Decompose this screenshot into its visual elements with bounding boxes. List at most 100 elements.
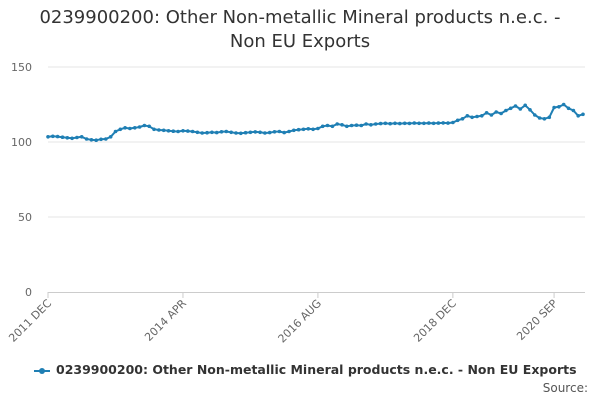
data-point[interactable] [441,121,446,125]
data-point[interactable] [210,130,214,135]
data-point[interactable] [65,136,70,140]
data-point[interactable] [224,129,229,134]
data-point[interactable] [335,122,340,126]
data-point[interactable] [258,130,262,135]
data-point[interactable] [542,117,547,121]
data-point[interactable] [407,121,412,126]
data-point[interactable] [508,106,513,111]
data-point[interactable] [320,124,325,129]
data-point[interactable] [417,121,421,126]
data-point[interactable] [84,137,89,141]
data-point[interactable] [55,134,60,139]
data-point[interactable] [142,123,147,128]
data-point[interactable] [214,130,219,135]
data-point[interactable] [113,129,118,134]
data-point[interactable] [99,137,103,142]
data-point[interactable] [79,135,84,139]
data-point[interactable] [547,115,552,120]
data-point[interactable] [133,126,137,130]
data-point[interactable] [513,104,518,108]
data-point[interactable] [455,118,460,123]
data-point[interactable] [465,114,470,118]
data-point[interactable] [330,124,335,129]
data-point[interactable] [369,123,373,127]
data-point[interactable] [325,123,330,128]
data-point[interactable] [301,127,306,132]
data-point[interactable] [229,130,233,135]
data-point[interactable] [176,129,180,134]
data-point[interactable] [581,112,585,117]
data-point[interactable] [373,122,378,126]
data-point[interactable] [431,121,436,126]
data-point[interactable] [60,135,65,139]
data-point[interactable] [518,107,523,111]
data-point[interactable] [489,113,494,117]
data-point[interactable] [571,108,576,113]
data-point[interactable] [51,134,55,139]
data-point[interactable] [316,126,320,131]
data-point[interactable] [147,124,151,129]
data-point[interactable] [123,126,127,130]
data-point[interactable] [557,105,561,109]
data-point[interactable] [460,117,465,121]
data-point[interactable] [484,111,489,115]
data-point[interactable] [157,128,161,132]
data-point[interactable] [267,130,272,135]
data-point[interactable] [296,127,301,132]
data-point[interactable] [393,121,397,126]
data-point[interactable] [263,131,267,135]
data-point[interactable] [504,108,508,113]
data-point[interactable] [427,121,431,125]
data-point[interactable] [272,130,277,134]
data-point[interactable] [166,129,171,133]
data-point[interactable] [190,129,195,134]
data-point[interactable] [94,138,98,142]
data-point[interactable] [287,129,291,134]
data-point[interactable] [277,129,282,134]
data-point[interactable] [340,123,344,127]
data-point[interactable] [161,128,166,133]
data-point[interactable] [171,129,176,133]
data-point[interactable] [436,121,441,125]
data-point[interactable] [345,124,349,129]
data-point[interactable] [306,127,311,131]
data-point[interactable] [104,137,108,141]
data-point[interactable] [359,123,364,128]
data-point[interactable] [292,128,296,133]
data-point[interactable] [383,121,388,126]
data-point[interactable] [239,131,243,136]
data-point[interactable] [552,105,556,110]
data-point[interactable] [576,114,580,118]
data-point[interactable] [398,121,402,126]
data-point[interactable] [46,135,50,139]
data-point[interactable] [388,121,393,126]
data-point[interactable] [402,121,407,126]
data-point[interactable] [561,102,566,107]
data-point[interactable] [195,130,200,135]
data-point[interactable] [480,114,484,118]
data-point[interactable] [378,121,383,126]
data-point[interactable] [128,126,132,131]
data-point[interactable] [523,103,527,108]
data-point[interactable] [75,135,79,140]
data-point[interactable] [533,113,537,117]
data-point[interactable] [566,106,571,111]
data-point[interactable] [349,123,354,128]
data-point[interactable] [89,138,94,142]
data-point[interactable] [282,130,287,135]
data-point[interactable] [446,121,450,125]
data-point[interactable] [499,111,503,116]
data-point[interactable] [248,130,253,135]
data-point[interactable] [181,129,185,133]
data-point[interactable] [475,114,479,119]
data-point[interactable] [311,127,315,132]
legend[interactable]: 0239900200: Other Non-metallic Mineral p… [34,362,594,377]
data-point[interactable] [243,130,248,135]
data-point[interactable] [186,129,190,133]
data-point[interactable] [108,135,113,139]
data-point[interactable] [205,130,209,135]
data-point[interactable] [451,120,455,125]
data-point[interactable] [364,122,368,126]
data-point[interactable] [200,131,204,135]
data-point[interactable] [152,127,156,132]
